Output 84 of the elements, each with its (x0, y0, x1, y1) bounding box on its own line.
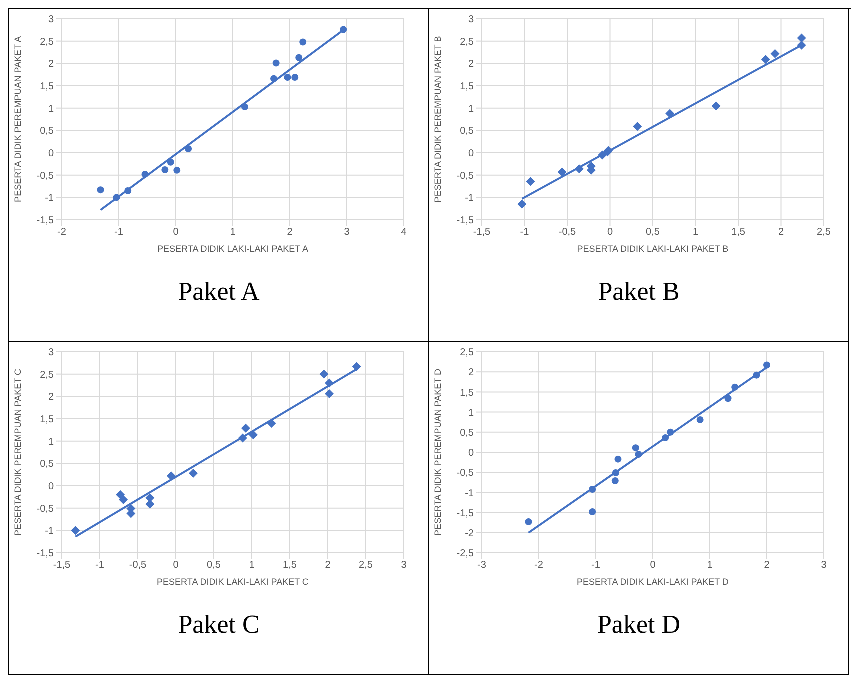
y-tick-label: 2 (48, 59, 54, 70)
x-axis-title: PESERTA DIDIK LAKI-LAKI PAKET B (577, 244, 729, 254)
y-tick-label: 1,5 (40, 414, 54, 426)
y-tick-label: -1,5 (36, 216, 54, 227)
y-axis-title: PESERTA DIDIK PEREMPUAN PAKET A (13, 36, 24, 202)
y-tick-label: 3 (468, 14, 474, 26)
y-tick-label: 1 (468, 408, 474, 419)
x-tick-label: 0,5 (207, 560, 222, 572)
x-tick-label: 0,5 (646, 227, 660, 238)
x-tick-label: -3 (478, 560, 487, 572)
x-axis-title: PESERTA DIDIK LAKI-LAKI PAKET C (157, 577, 310, 587)
y-axis-title: PESERTA DIDIK PEREMPUAN PAKET D (433, 368, 444, 536)
y-tick-label: -2,5 (456, 548, 474, 560)
y-tick-label: 2 (468, 59, 474, 70)
y-tick-label: 0 (48, 482, 54, 493)
y-tick-label: 0 (468, 148, 474, 160)
y-tick-label: 2 (468, 368, 474, 379)
x-tick-label: 3 (401, 560, 408, 572)
x-tick-label: 1 (707, 560, 714, 572)
y-tick-label: 0,5 (460, 428, 474, 439)
x-tick-label: -0,5 (129, 560, 148, 572)
y-tick-label: 2,5 (40, 370, 54, 381)
y-tick-label: 0,5 (40, 459, 54, 470)
y-tick-label: -0,5 (456, 170, 474, 182)
text: Paket D (596, 610, 682, 640)
x-tick-label: 0 (650, 560, 656, 572)
y-tick-label: 2,5 (460, 36, 474, 48)
x-tick-label: -2 (534, 560, 544, 572)
x-tick-label: 2 (778, 227, 784, 238)
y-tick-label: 1 (468, 104, 474, 115)
x-tick-label: 2,5 (817, 227, 832, 238)
x-tick-label: 3 (344, 227, 350, 238)
y-tick-label: 1 (48, 436, 54, 448)
y-tick-label: 3 (48, 348, 54, 359)
y-tick-label: -0,5 (36, 504, 54, 515)
x-tick-label: 1 (249, 560, 256, 572)
y-tick-label: -0,5 (36, 170, 54, 182)
x-tick-label: 0 (173, 560, 180, 572)
text: Paket C (177, 610, 261, 640)
x-tick-label: 1 (230, 227, 236, 238)
y-tick-label: 1,5 (40, 82, 54, 93)
y-tick-label: -1,5 (36, 548, 54, 560)
y-tick-label: -1 (45, 193, 54, 204)
y-tick-label: -0,5 (456, 468, 474, 480)
y-tick-label: 0 (468, 448, 474, 460)
x-tick-label: -1 (592, 560, 601, 572)
x-tick-label: 1,5 (732, 227, 746, 238)
x-tick-label: 1,5 (283, 560, 298, 572)
x-axis-title: PESERTA DIDIK LAKI-LAKI PAKET D (577, 577, 730, 587)
y-tick-label: 0,5 (460, 126, 474, 138)
y-tick-label: 1,5 (460, 388, 474, 399)
x-tick-label: 0 (607, 227, 614, 238)
y-tick-label: -1,5 (456, 216, 474, 227)
y-tick-label: -1,5 (456, 508, 474, 520)
y-tick-label: 2,5 (40, 36, 54, 48)
x-tick-label: 3 (821, 560, 828, 572)
y-tick-label: 3 (48, 14, 54, 26)
x-tick-label: 0 (173, 227, 180, 238)
x-tick-label: 2 (325, 560, 332, 572)
x-tick-label: 1 (692, 227, 699, 238)
y-axis-title: PESERTA DIDIK PEREMPUAN PAKET B (433, 36, 444, 203)
x-tick-label: -1 (520, 227, 530, 238)
y-tick-label: 0 (48, 148, 54, 160)
x-tick-label: 2 (764, 560, 770, 572)
x-tick-label: 4 (401, 227, 408, 238)
x-tick-label: -1 (114, 227, 124, 238)
y-tick-label: -2 (465, 528, 474, 540)
x-tick-label: -1 (96, 560, 105, 572)
text: Paket B (597, 277, 681, 307)
y-tick-label: -1 (465, 193, 474, 204)
x-axis-title: PESERTA DIDIK LAKI-LAKI PAKET A (158, 244, 308, 254)
y-tick-label: 2 (48, 392, 54, 404)
text: Paket A (177, 277, 261, 307)
x-tick-label: -2 (58, 227, 67, 238)
y-tick-label: -1 (465, 488, 474, 500)
y-tick-label: 1 (48, 104, 54, 115)
x-tick-label: -0,5 (558, 227, 577, 238)
x-tick-label: 2 (287, 227, 294, 238)
y-tick-label: -1 (45, 526, 54, 538)
y-tick-label: 2,5 (460, 348, 474, 359)
y-axis-title: PESERTA DIDIK PEREMPUAN PAKET C (13, 368, 24, 536)
y-tick-label: 1,5 (460, 82, 474, 93)
x-tick-label: 2,5 (359, 560, 374, 572)
y-tick-label: 0,5 (40, 126, 54, 138)
